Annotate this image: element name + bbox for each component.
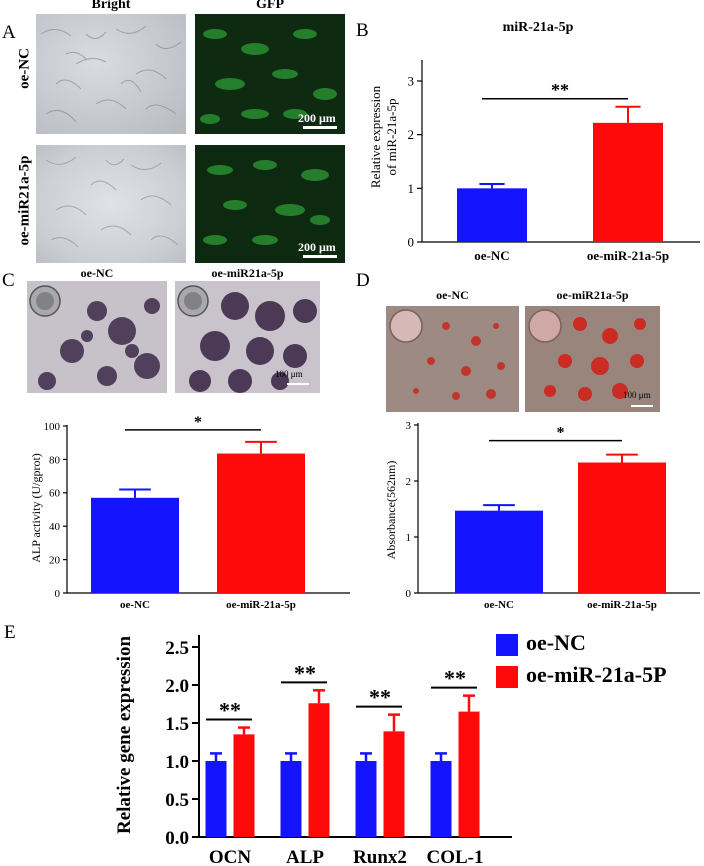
row-label-oe-mir21a-5p: oe-miR21a-5p: [16, 155, 33, 246]
xtick-label-c-1: oe-miR-21a-5p: [226, 599, 296, 611]
image-header-c-oe-nc: oe-NC: [80, 266, 114, 280]
ytick-label-c-0: 0: [55, 588, 61, 600]
xtick-label-e-0: OCN: [209, 847, 252, 866]
significance-mark-e-0: **: [219, 698, 241, 723]
ytick-label-c-5: 100: [44, 421, 61, 433]
bar-e-0-1: [233, 734, 255, 837]
chart-b-ylabel-line2: of miR-21a-5p: [384, 99, 399, 176]
xtick-label-b-1: oe-miR-21a-5p: [587, 248, 669, 263]
chart-e: Relative gene expression 0.0 0.5 1.0 1.5 2.0…: [114, 635, 512, 866]
ytick-label-e-5: 2.5: [165, 638, 189, 659]
ytick-label-e-1: 0.5: [165, 790, 189, 811]
ars-staining-image-oe-nc: [386, 306, 519, 412]
scale-label-c: 100 μm: [275, 369, 303, 379]
chart-b: miR-21a-5p Relative expression of miR-21…: [368, 20, 700, 263]
panel-label-b: B: [356, 20, 369, 41]
xtick-label-e-1: ALP: [286, 847, 324, 866]
chart-b-ylabel-line1: Relative expression: [368, 85, 383, 188]
chart-d-ylabel: Absorbance(562nm): [384, 461, 398, 560]
bar-c-1: [217, 453, 305, 593]
bar-e-1-0: [280, 761, 302, 837]
gfp-image-oe-nc: 200 μm: [195, 14, 345, 134]
xtick-label-b-0: oe-NC: [474, 248, 509, 263]
gfp-image-oe-mir21a-5p: 200 μm: [195, 145, 345, 263]
bar-c-0: [91, 497, 179, 593]
ytick-label-b-0: 0: [408, 235, 415, 250]
significance-mark-e-1: **: [294, 660, 316, 685]
panel-label-d: D: [356, 270, 370, 291]
legend-label-oe-nc: oe-NC: [526, 630, 586, 655]
xtick-label-c-0: oe-NC: [120, 599, 150, 611]
ytick-label-c-2: 40: [49, 521, 61, 533]
significance-mark-c: *: [194, 415, 202, 431]
ytick-label-e-4: 2.0: [165, 676, 189, 697]
legend-swatch-oe-nc: [496, 634, 518, 656]
xtick-label-e-3: COL-1: [427, 847, 484, 866]
chart-e-ylabel: Relative gene expression: [114, 636, 135, 834]
ars-staining-image-oe-mir21a-5p: 100 μm: [525, 306, 660, 412]
bar-d-0: [455, 510, 543, 593]
ytick-label-d-3: 3: [406, 420, 412, 432]
bar-e-3-1: [458, 711, 480, 837]
ytick-label-e-3: 1.5: [165, 714, 189, 735]
ytick-label-d-2: 2: [406, 476, 412, 488]
chart-c-ylabel: ALP activity (U/gprot): [29, 453, 43, 563]
ytick-label-c-3: 60: [49, 488, 61, 500]
alp-staining-image-oe-mir21a-5p: 100 μm: [175, 281, 320, 393]
chart-b-title: miR-21a-5p: [503, 20, 574, 35]
panel-label-e: E: [4, 622, 16, 643]
legend-label-oe-mir21a-5p: oe-miR-21a-5P: [526, 662, 667, 687]
chart-c: ALP activity (U/gprot) 0 20 40 60 80 100 * oe…: [29, 415, 350, 611]
alp-staining-image-oe-nc: [27, 281, 167, 393]
scale-bar-a-top: [303, 126, 337, 129]
image-header-c-oe-mir21a-5p: oe-miR21a-5p: [211, 266, 284, 280]
row-label-oe-nc: oe-NC: [16, 48, 33, 89]
scale-label-a-bottom: 200 μm: [298, 240, 336, 254]
bar-b-0: [457, 188, 527, 242]
ytick-label-e-2: 1.0: [165, 752, 189, 773]
ytick-label-b-3: 3: [408, 74, 415, 89]
bar-e-2-0: [355, 761, 377, 837]
bar-d-1: [578, 462, 666, 593]
bar-b-1: [593, 122, 663, 242]
ytick-label-d-1: 1: [406, 532, 412, 544]
bright-field-image-oe-mir21a-5p: [36, 145, 186, 263]
ytick-label-e-0: 0.0: [165, 828, 189, 849]
bar-e-0-0: [205, 761, 227, 837]
ytick-label-c-1: 20: [49, 554, 61, 566]
scale-label-a-top: 200 μm: [298, 111, 336, 125]
scale-bar-a-bottom: [303, 255, 337, 258]
column-header-gfp: GFP: [256, 0, 284, 12]
bar-e-1-1: [308, 703, 330, 837]
ytick-label-b-1: 1: [408, 181, 415, 196]
xtick-label-d-0: oe-NC: [484, 599, 514, 611]
xtick-label-d-1: oe-miR-21a-5p: [587, 599, 657, 611]
legend-swatch-oe-mir21a-5p: [496, 666, 518, 688]
panel-label-a: A: [2, 22, 16, 43]
scale-bar-c: [287, 383, 309, 385]
scale-label-d: 100 μm: [623, 390, 651, 400]
significance-mark-d: *: [557, 425, 565, 442]
image-header-d-oe-mir21a-5p: oe-miR21a-5p: [556, 288, 629, 302]
bar-e-3-0: [430, 761, 452, 837]
significance-mark-e-3: **: [444, 666, 466, 691]
chart-d: Absorbance(562nm) 0 1 2 3 * oe-NC oe-miR-21a…: [384, 420, 700, 611]
column-header-bright: Bright: [91, 0, 131, 12]
ytick-label-c-4: 80: [49, 454, 61, 466]
ytick-label-d-0: 0: [406, 588, 412, 600]
xtick-label-e-2: Runx2: [353, 847, 407, 866]
bar-e-2-1: [383, 731, 405, 837]
significance-mark-e-2: **: [369, 685, 391, 710]
image-header-d-oe-nc: oe-NC: [436, 288, 469, 302]
significance-mark-b: **: [551, 80, 569, 100]
scale-bar-d: [631, 405, 653, 407]
bright-field-image-oe-nc: [36, 14, 186, 134]
ytick-label-b-2: 2: [408, 127, 415, 142]
panel-label-c: C: [2, 270, 15, 291]
